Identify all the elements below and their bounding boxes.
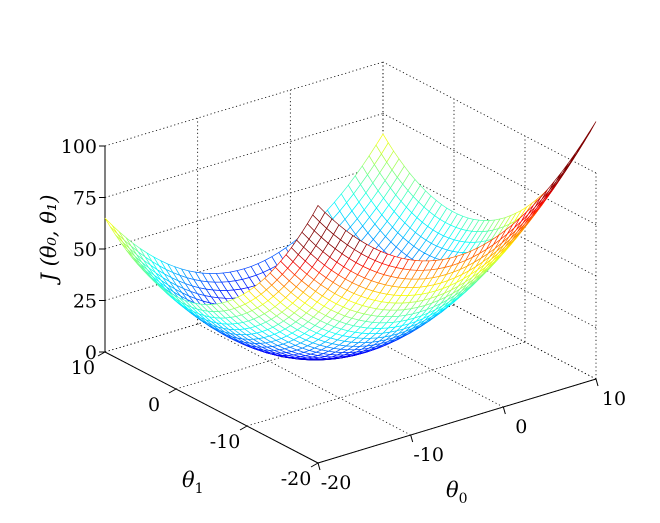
x-tick-label: -20 (321, 472, 352, 494)
grid-line (383, 62, 596, 173)
surface-mesh (105, 122, 596, 361)
y-tick (98, 352, 105, 356)
z-tick-label: 25 (73, 291, 97, 313)
y-tick (240, 426, 247, 430)
y-tick-label: -20 (281, 468, 312, 490)
x-tick (318, 463, 320, 470)
x-tick-label: -10 (413, 444, 444, 466)
z-tick-label: 50 (73, 239, 97, 261)
x-axis-title: θ0 (446, 478, 468, 507)
y-axis-title: θ1 (182, 468, 204, 497)
grid-line (105, 114, 383, 198)
y-tick (311, 463, 318, 467)
x-tick-label: 10 (602, 388, 626, 410)
z-tick-label: 0 (85, 342, 97, 364)
z-tick-label: 100 (61, 136, 97, 158)
x-tick (411, 435, 413, 442)
x-axis-title-sub: 0 (459, 491, 468, 507)
x-tick-label: 0 (515, 416, 527, 438)
z-axis-title: J (θ₀, θ₁) (37, 195, 61, 286)
y-axis-title-sub: 1 (195, 481, 204, 497)
y-tick-label: 0 (148, 394, 160, 416)
mesh-cell (105, 218, 117, 234)
grid-line (105, 62, 383, 146)
y-axis-title-main: θ (182, 468, 195, 492)
x-axis-title-main: θ (446, 478, 459, 502)
y-tick (169, 389, 176, 393)
x-tick (596, 379, 598, 386)
z-tick-label: 75 (73, 188, 97, 210)
y-tick-label: -10 (210, 431, 241, 453)
x-tick (503, 407, 505, 414)
